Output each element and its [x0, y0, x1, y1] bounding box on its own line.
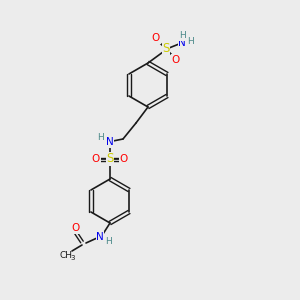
Text: H: H: [187, 37, 194, 46]
Text: H: H: [180, 32, 186, 40]
Text: N: N: [106, 137, 114, 147]
Text: H: H: [98, 134, 104, 142]
Text: H: H: [106, 236, 112, 245]
Text: S: S: [106, 152, 114, 166]
Text: O: O: [71, 223, 79, 233]
Text: CH: CH: [59, 251, 73, 260]
Text: N: N: [178, 38, 186, 48]
Text: 3: 3: [71, 255, 75, 261]
Text: O: O: [92, 154, 100, 164]
Text: S: S: [162, 43, 170, 56]
Text: O: O: [152, 33, 160, 43]
Text: O: O: [120, 154, 128, 164]
Text: O: O: [172, 55, 180, 65]
Text: N: N: [96, 232, 104, 242]
